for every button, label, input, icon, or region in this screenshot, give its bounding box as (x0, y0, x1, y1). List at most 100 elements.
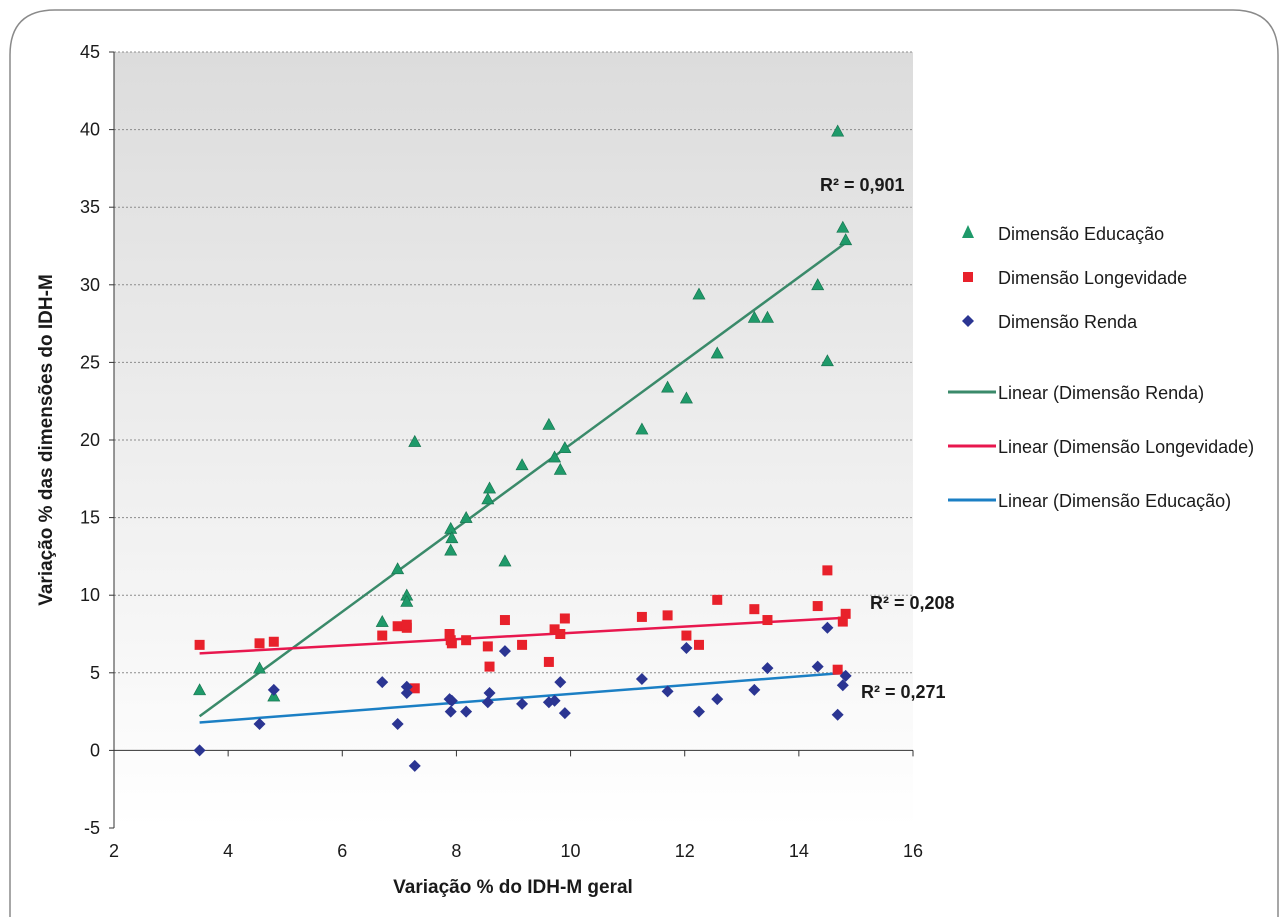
point-educacao (444, 543, 458, 556)
square-icon (963, 272, 973, 282)
x-tick-label: 16 (903, 841, 923, 861)
x-tick-label: 10 (561, 841, 581, 861)
point-renda (444, 705, 457, 718)
point-renda (400, 680, 413, 693)
legend-label-linear-longevidade: Linear (Dimensão Longevidade) (998, 437, 1254, 457)
legend-item-linear-longevidade[interactable]: Linear (Dimensão Longevidade) (948, 437, 1254, 457)
y-tick-label: -5 (84, 818, 100, 838)
point-renda (558, 707, 571, 720)
plot-area (114, 52, 913, 828)
point-renda (554, 676, 567, 689)
y-tick-label: 30 (80, 275, 100, 295)
legend-item-renda[interactable]: Dimensão Renda (962, 312, 1138, 332)
point-renda (400, 686, 413, 699)
r2-label: R² = 0,901 (820, 175, 905, 195)
legend-label-renda: Dimensão Renda (998, 312, 1138, 332)
point-educacao (635, 422, 649, 435)
r2-label: R² = 0,208 (870, 593, 955, 613)
y-tick-label: 20 (80, 430, 100, 450)
point-educacao (831, 124, 845, 137)
point-renda (811, 660, 824, 673)
gridlines (114, 51, 913, 674)
legend: Dimensão Educação Dimensão Longevidade D… (948, 224, 1254, 511)
point-renda (445, 694, 458, 707)
point-educacao (459, 510, 473, 523)
legend-item-linear-educacao[interactable]: Linear (Dimensão Educação) (948, 491, 1231, 511)
chart-border (9, 9, 1279, 917)
y-axis-title: Variação % das dimensões do IDH-M (36, 274, 57, 606)
legend-label-educacao: Dimensão Educação (998, 224, 1164, 244)
point-longevidade (712, 594, 723, 605)
point-longevidade (401, 619, 412, 630)
point-longevidade (499, 615, 510, 626)
point-educacao (483, 481, 497, 494)
point-renda (483, 686, 496, 699)
y-tick-label: 40 (80, 120, 100, 140)
point-longevidade (762, 615, 773, 626)
point-educacao (375, 614, 389, 627)
legend-label-longevidade: Dimensão Longevidade (998, 268, 1187, 288)
point-renda (253, 718, 266, 731)
legend-item-longevidade[interactable]: Dimensão Longevidade (963, 268, 1187, 288)
legend-item-educacao[interactable]: Dimensão Educação (962, 224, 1164, 244)
point-longevidade (444, 629, 455, 639)
point-renda (267, 683, 280, 696)
x-tick-label: 4 (223, 841, 233, 861)
point-educacao (692, 287, 706, 300)
point-educacao (710, 346, 724, 359)
point-longevidade (555, 629, 566, 639)
point-educacao (839, 233, 853, 246)
data-points (193, 124, 853, 772)
point-educacao (515, 458, 529, 471)
point-longevidade (832, 664, 843, 675)
point-longevidade (482, 641, 493, 652)
y-tick-label: 35 (80, 197, 100, 217)
point-renda (516, 697, 529, 710)
point-longevidade (693, 639, 704, 650)
point-educacao (836, 220, 850, 233)
y-tick-label: 15 (80, 508, 100, 528)
point-educacao (553, 462, 567, 475)
point-longevidade (681, 630, 692, 641)
point-educacao (193, 683, 207, 696)
trendlines (198, 241, 847, 724)
point-renda (839, 669, 852, 682)
point-educacao (391, 562, 405, 575)
trendline-0 (198, 241, 847, 718)
point-renda (680, 641, 693, 654)
x-tick-labels: 2 4 6 8 10 12 14 16 (109, 841, 923, 861)
point-longevidade (840, 608, 851, 619)
point-longevidade (636, 611, 647, 622)
legend-label-linear-educacao: Linear (Dimensão Educação) (998, 491, 1231, 511)
point-longevidade (822, 565, 833, 576)
x-tick-label: 6 (337, 841, 347, 861)
point-longevidade (837, 616, 848, 627)
point-longevidade (662, 610, 673, 621)
point-renda (748, 683, 761, 696)
r2-label: R² = 0,271 (861, 682, 946, 702)
point-renda (711, 693, 724, 706)
point-renda (661, 685, 674, 698)
point-renda (821, 621, 834, 634)
y-tick-labels: -5 0 5 10 15 20 25 30 35 40 45 (80, 42, 100, 838)
point-renda (408, 759, 421, 772)
point-longevidade (392, 621, 403, 632)
point-longevidade (517, 639, 528, 650)
r2-labels: R² = 0,901 R² = 0,208 R² = 0,271 (820, 175, 955, 702)
point-renda (548, 694, 561, 707)
axes (109, 51, 914, 829)
x-tick-label: 14 (789, 841, 809, 861)
point-renda (761, 662, 774, 675)
point-longevidade (543, 656, 554, 667)
y-tick-label: 10 (80, 585, 100, 605)
legend-item-linear-renda[interactable]: Linear (Dimensão Renda) (948, 383, 1204, 403)
point-educacao (558, 441, 572, 454)
trendline-2 (199, 671, 846, 724)
y-tick-label: 5 (90, 663, 100, 683)
point-longevidade (194, 639, 205, 650)
point-renda (460, 705, 473, 718)
point-renda (692, 705, 705, 718)
point-renda (481, 696, 494, 709)
point-educacao (253, 661, 267, 674)
